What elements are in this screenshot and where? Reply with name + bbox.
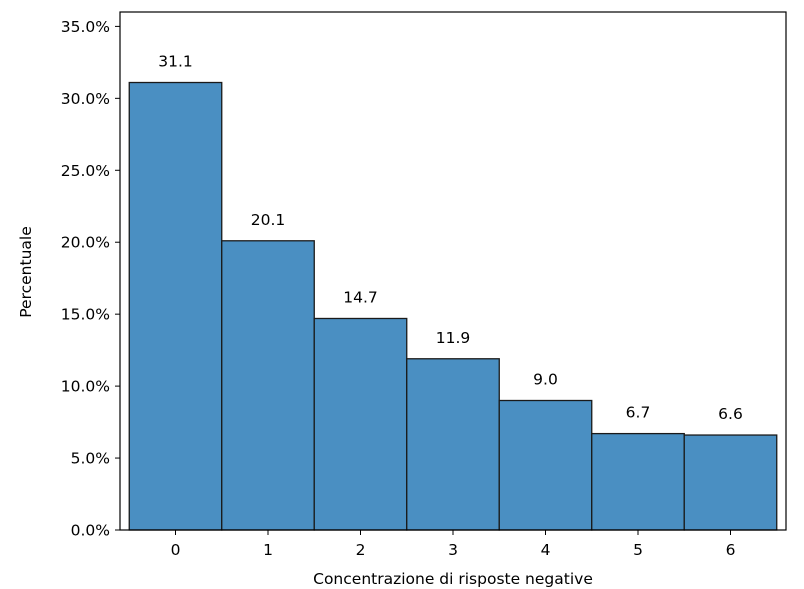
bar-value-label-4: 9.0 [533, 371, 558, 389]
bar-value-label-2: 14.7 [343, 288, 378, 306]
bar-value-label-0: 31.1 [158, 53, 193, 71]
bar-1 [221, 240, 315, 531]
x-tick-label-5: 5 [633, 541, 643, 559]
y-tick-label-25: 25.0% [61, 162, 110, 180]
y-axis-title: Percentuale [17, 226, 35, 318]
y-tick-label-15: 15.0% [61, 306, 110, 324]
y-tick-label-20: 20.0% [61, 234, 110, 252]
bar-4 [498, 399, 593, 531]
bar-value-label-3: 11.9 [436, 329, 471, 347]
bar-0 [128, 81, 223, 531]
y-tick-label-5: 5.0% [71, 450, 110, 468]
bar-2 [313, 317, 408, 531]
bar-value-label-1: 20.1 [251, 211, 286, 229]
y-tick-label-35: 35.0% [61, 18, 110, 36]
bar-3 [406, 358, 500, 531]
bar-6 [683, 434, 778, 531]
y-tick-label-30: 30.0% [61, 90, 110, 108]
x-tick-label-6: 6 [726, 541, 736, 559]
bar-value-label-5: 6.7 [626, 404, 651, 422]
x-tick-label-2: 2 [356, 541, 366, 559]
y-axis-ticks: 0.0% 5.0% 10.0% 15.0% 20.0% 25.0% 30.0% 35.0% [61, 18, 120, 540]
plot-frame [119, 11, 787, 531]
bar-labels: 31.1 20.1 14.7 11.9 9.0 6.7 6.6 [158, 53, 743, 424]
x-axis-ticks: 0 1 2 3 4 5 6 [171, 530, 736, 559]
x-tick-label-1: 1 [263, 541, 273, 559]
bar-value-label-6: 6.6 [718, 405, 743, 423]
x-tick-label-3: 3 [448, 541, 458, 559]
y-tick-label-10: 10.0% [61, 378, 110, 396]
x-tick-label-0: 0 [171, 541, 181, 559]
bar-5 [591, 432, 685, 531]
x-axis-title: Concentrazione di risposte negative [313, 570, 593, 588]
y-tick-label-0: 0.0% [71, 522, 110, 540]
x-tick-label-4: 4 [541, 541, 551, 559]
bars [128, 81, 778, 531]
